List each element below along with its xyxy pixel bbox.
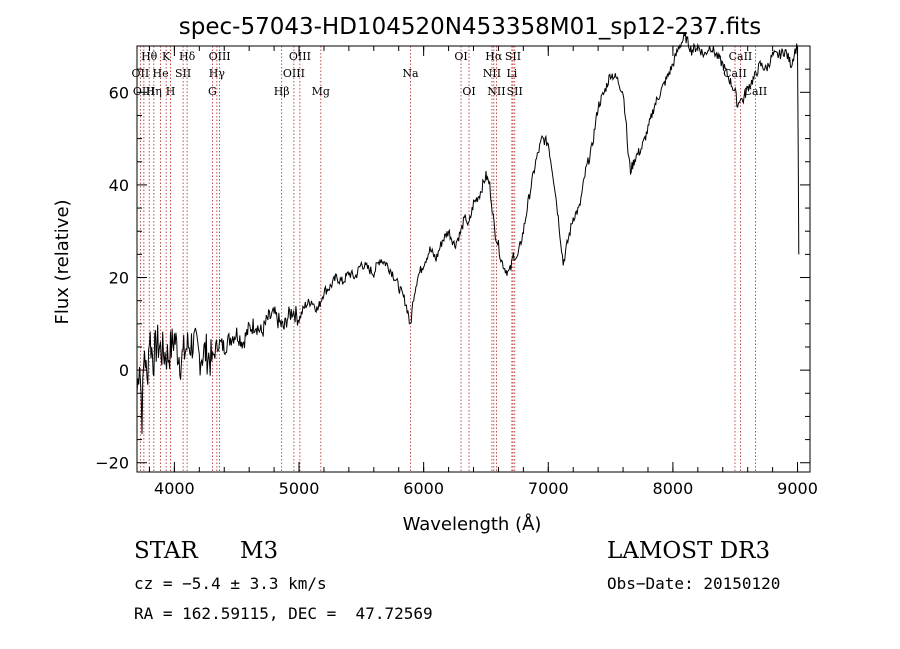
spectral-line-label: SII	[175, 67, 191, 80]
x-axis-label: Wavelength (Å)	[403, 513, 542, 535]
y-tick-label: 60	[109, 83, 129, 102]
spectral-line-label: CaII	[729, 50, 753, 63]
survey-name: LAMOST DR3	[607, 538, 771, 564]
coordinates: RA = 162.59115, DEC = 47.72569	[134, 604, 433, 623]
x-tick-label: 4000	[154, 479, 195, 498]
x-tick-label: 5000	[279, 479, 320, 498]
spectral-line-label: CaII	[723, 67, 747, 80]
y-tick-label: 40	[109, 176, 129, 195]
spectral-line-label: Li	[506, 67, 517, 80]
spectral-line-label: H	[166, 85, 176, 98]
axis-ticks: 4000 5000 6000 7000 8000 9000 −20 0 20 40 60	[95, 45, 818, 498]
spectral-line-label: He	[153, 67, 169, 80]
spectral-line-label: OII	[132, 67, 150, 80]
y-tick-label: 20	[109, 269, 129, 288]
spectral-line-label: OIII	[209, 50, 231, 63]
spectral-line-label: G	[208, 85, 217, 98]
spectral-line-label: Hβ	[274, 85, 290, 98]
spectral-line-label: CaII	[744, 85, 768, 98]
spectral-line-label: Hγ	[209, 67, 226, 80]
spectral-line-label: OIII	[289, 50, 311, 63]
x-tick-label: 9000	[777, 479, 818, 498]
spectral-line-label: OIII	[283, 67, 305, 80]
spectral-line-label: SII	[505, 50, 521, 63]
flux-series-line	[136, 32, 800, 435]
spectral-line-label: Na	[402, 67, 419, 80]
object-type: STAR	[134, 538, 198, 564]
spectral-line-label: OI	[454, 50, 467, 63]
spectral-line-label: OI	[462, 85, 475, 98]
chart-title: spec-57043-HD104520N453358M01_sp12-237.f…	[179, 14, 761, 40]
spectral-subclass: M3	[240, 538, 279, 564]
redshift-cz: cz = −5.4 ± 3.3 km/s	[134, 574, 327, 593]
spectral-line-label: Mg	[312, 85, 330, 98]
spectral-line-labels: Hθ OII OIII K He Hη H SII Hδ OIII Hγ G Hβ OIII OIII Mg N…	[132, 50, 768, 98]
spectral-line-label: Hα	[485, 50, 503, 63]
x-tick-label: 7000	[528, 479, 569, 498]
spectral-line-label: SII	[507, 85, 523, 98]
y-axis-label: Flux (relative)	[52, 199, 73, 324]
plot-frame	[136, 45, 811, 473]
y-tick-label: 0	[119, 361, 129, 380]
y-tick-label: −20	[95, 454, 129, 473]
spectral-line-label: Hη	[146, 85, 162, 98]
spectral-line-markers	[139, 46, 756, 472]
x-tick-label: 8000	[653, 479, 694, 498]
x-tick-label: 6000	[403, 479, 444, 498]
spectral-line-label: NII	[487, 85, 505, 98]
observation-date: Obs−Date: 20150120	[607, 574, 781, 593]
spectral-line-label: Hδ	[179, 50, 196, 63]
spectral-line-label: Hθ	[141, 50, 158, 63]
spectral-line-label: NII	[483, 67, 501, 80]
spectral-line-label: K	[162, 50, 171, 63]
spectral-line-label: OIII	[133, 85, 155, 98]
